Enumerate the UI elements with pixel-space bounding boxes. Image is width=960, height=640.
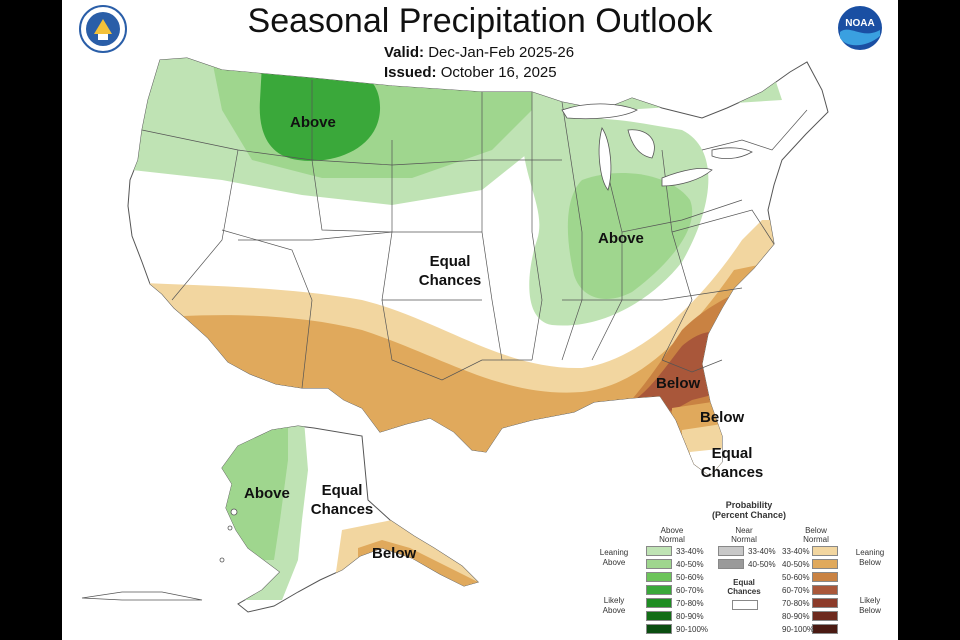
legend-near-head: Near Normal bbox=[724, 526, 764, 544]
label-below-ak: Below bbox=[372, 545, 417, 562]
label-below-fl: Below bbox=[700, 409, 745, 426]
legend-above-swatch bbox=[646, 611, 672, 621]
legend-likely-above-2: Above bbox=[602, 606, 626, 615]
label-equal-fl-line2: Chances bbox=[700, 464, 764, 481]
legend-above-head: Above Normal bbox=[652, 526, 692, 544]
precipitation-map bbox=[81, 57, 829, 613]
label-equal-ak: Equal Chances bbox=[302, 481, 382, 519]
legend-below-swatch bbox=[812, 611, 838, 621]
legend-likely-below: Likely Below bbox=[848, 596, 892, 616]
legend-near-head-1: Near bbox=[735, 526, 753, 535]
label-equal-fl: Equal Chances bbox=[692, 444, 772, 482]
label-equal-fl-line1: Equal bbox=[711, 445, 753, 462]
legend-above-swatch bbox=[646, 585, 672, 595]
legend-above-bin-label: 70-80% bbox=[676, 599, 704, 608]
legend-leaning-above-2: Above bbox=[602, 558, 626, 567]
legend-below-bin-label: 80-90% bbox=[782, 612, 810, 621]
alaska-islands bbox=[81, 508, 238, 601]
legend-above-head-2: Normal bbox=[659, 535, 685, 544]
legend-below-swatch bbox=[812, 572, 838, 582]
legend-above-swatch bbox=[646, 572, 672, 582]
legend-title: Probability (Percent Chance) bbox=[704, 500, 794, 520]
legend-above-bin-label: 60-70% bbox=[676, 586, 704, 595]
legend-above-bin-label: 33-40% bbox=[676, 547, 704, 556]
issued-line: Issued: October 16, 2025 bbox=[384, 64, 557, 81]
legend-above-bin-label: 40-50% bbox=[676, 560, 704, 569]
legend-below-head: Below Normal bbox=[796, 526, 836, 544]
legend-above-head-1: Above bbox=[660, 526, 684, 535]
legend-below-head-2: Normal bbox=[803, 535, 829, 544]
label-equal-central: Equal Chances bbox=[408, 252, 492, 290]
commerce-seal-icon bbox=[79, 5, 127, 53]
legend-below-bin-label: 40-50% bbox=[782, 560, 810, 569]
legend-near-head-2: Normal bbox=[731, 535, 757, 544]
legend-equal-chances: Equal Chances bbox=[726, 578, 762, 596]
legend-below-bin-label: 33-40% bbox=[782, 547, 810, 556]
legend-above-bin-label: 80-90% bbox=[676, 612, 704, 621]
legend-above-bin-label: 50-60% bbox=[676, 573, 704, 582]
legend-below-head-1: Below bbox=[805, 526, 827, 535]
legend-near-swatch bbox=[718, 559, 744, 569]
legend-title-line2: (Percent Chance) bbox=[711, 510, 787, 520]
legend-below-bin-label: 50-60% bbox=[782, 573, 810, 582]
legend-below-swatch bbox=[812, 598, 838, 608]
legend-likely-below-1: Likely bbox=[859, 596, 881, 605]
legend-likely-above-1: Likely bbox=[603, 596, 625, 605]
legend-above-swatch bbox=[646, 598, 672, 608]
legend-leaning-above-1: Leaning bbox=[599, 548, 629, 557]
legend-below-bin-label: 90-100% bbox=[782, 625, 815, 634]
noaa-logo-text: NOAA bbox=[845, 18, 874, 29]
legend-likely-below-2: Below bbox=[859, 606, 881, 615]
label-equal-ak-line1: Equal bbox=[321, 482, 363, 499]
legend-leaning-above: Leaning Above bbox=[592, 548, 636, 568]
label-below-se: Below bbox=[656, 375, 701, 392]
legend-near-swatch bbox=[718, 546, 744, 556]
legend-leaning-below-2: Below bbox=[859, 558, 881, 567]
below-south-60-70 bbox=[632, 331, 726, 414]
map-panel: NOAA Seasonal Precipitation Outlook Vali… bbox=[62, 0, 898, 640]
legend-leaning-below-1: Leaning bbox=[855, 548, 885, 557]
legend-above-bin-label: 90-100% bbox=[676, 625, 709, 634]
issued-value: October 16, 2025 bbox=[440, 64, 557, 81]
above-north-50-60 bbox=[259, 60, 381, 161]
legend-below-bin-label: 60-70% bbox=[782, 586, 810, 595]
legend-below-swatch bbox=[812, 624, 838, 634]
legend-below-swatch bbox=[812, 546, 838, 556]
legend-above-swatch bbox=[646, 546, 672, 556]
legend-below-bin-label: 70-80% bbox=[782, 599, 810, 608]
valid-value: Dec-Jan-Feb 2025-26 bbox=[428, 44, 575, 61]
legend-below-swatch bbox=[812, 559, 838, 569]
valid-line: Valid: Dec-Jan-Feb 2025-26 bbox=[384, 44, 574, 61]
noaa-logo-icon: NOAA bbox=[838, 6, 882, 50]
valid-label: Valid: bbox=[384, 44, 425, 61]
label-above-ohio: Above bbox=[598, 230, 644, 247]
label-equal-central-line2: Chances bbox=[418, 272, 482, 289]
legend-above-swatch bbox=[646, 624, 672, 634]
legend-equal-chances-1: Equal bbox=[733, 578, 755, 587]
legend-likely-above: Likely Above bbox=[592, 596, 636, 616]
legend-above-swatch bbox=[646, 559, 672, 569]
state-boundaries bbox=[141, 80, 808, 389]
legend-below-swatch bbox=[812, 585, 838, 595]
map-title: Seasonal Precipitation Outlook bbox=[247, 2, 713, 40]
legend: Probability (Percent Chance) Above Norma… bbox=[592, 500, 892, 640]
label-above-ak: Above bbox=[244, 485, 290, 502]
legend-equal-chances-swatch bbox=[732, 600, 758, 610]
issued-label: Issued: bbox=[384, 64, 437, 81]
legend-leaning-below: Leaning Below bbox=[848, 548, 892, 568]
above-ohio-40-50 bbox=[567, 172, 693, 299]
legend-near-bin-label: 40-50% bbox=[748, 560, 776, 569]
label-equal-ak-line2: Chances bbox=[310, 501, 374, 518]
legend-title-line1: Probability bbox=[725, 500, 773, 510]
label-equal-central-line1: Equal bbox=[429, 253, 471, 270]
great-lakes bbox=[561, 103, 753, 191]
legend-near-bin-label: 33-40% bbox=[748, 547, 776, 556]
legend-equal-chances-2: Chances bbox=[727, 587, 761, 596]
label-above-north: Above bbox=[290, 114, 336, 131]
